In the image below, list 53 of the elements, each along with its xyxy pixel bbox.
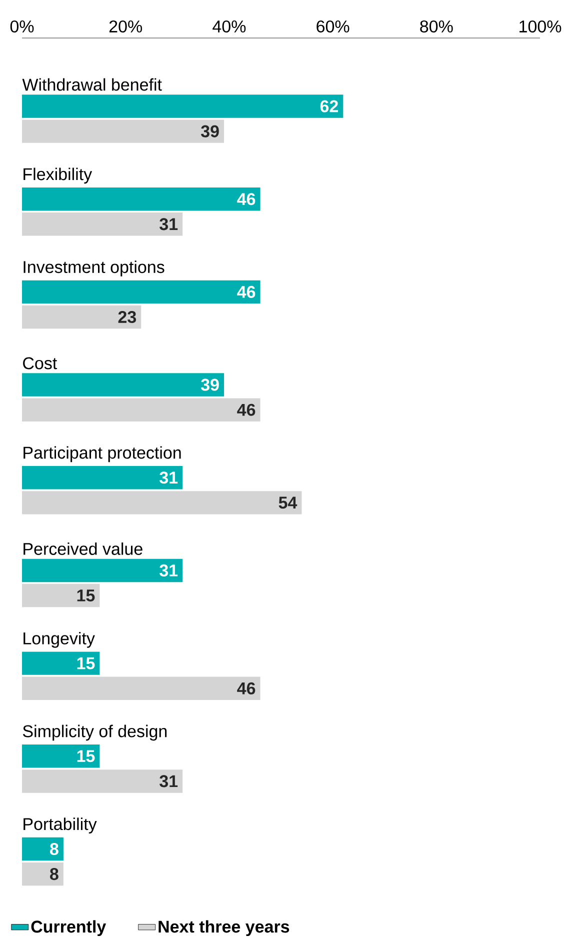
- y-tick-label: Longevity: [24, 632, 95, 648]
- bar: [22, 94, 344, 118]
- data-label: 39: [200, 125, 219, 138]
- bar: [22, 558, 183, 582]
- y-tick-label: Cost: [23, 357, 58, 370]
- x-tick-label: 40%: [212, 20, 246, 32]
- bar: [22, 652, 100, 675]
- y-tick-label: Simplicity of design: [22, 724, 167, 741]
- x-tick-label: 100%: [520, 20, 562, 32]
- bar: [22, 466, 183, 490]
- y-tick-label: Withdrawal benefit: [22, 78, 162, 91]
- bar: [22, 280, 260, 304]
- y-tick-label: Portability: [24, 818, 97, 834]
- x-tick-label: 0%: [10, 20, 34, 32]
- data-label: 46: [237, 193, 256, 206]
- y-tick-label: Perceived value: [24, 542, 142, 555]
- y-tick-label: Participant protection: [24, 446, 181, 462]
- bar: [22, 398, 260, 422]
- bar: [22, 187, 260, 211]
- bar: [22, 676, 260, 700]
- bar: [22, 120, 224, 143]
- y-tick-label: Flexibility: [24, 168, 92, 184]
- data-label: 46: [237, 286, 256, 298]
- bar: [22, 491, 302, 514]
- legend-label: Next three years: [158, 920, 290, 936]
- data-label: 46: [237, 682, 256, 694]
- data-label: 23: [118, 310, 136, 324]
- data-label: 46: [237, 404, 256, 416]
- data-label: 15: [77, 590, 95, 602]
- data-label: 31: [160, 564, 178, 576]
- x-tick-label: 80%: [420, 20, 453, 32]
- x-tick-label: 20%: [109, 20, 142, 32]
- legend-label: Currently: [31, 920, 106, 936]
- bar: [22, 862, 64, 886]
- data-label: 31: [160, 775, 178, 788]
- y-tick-label: Investment options: [24, 260, 164, 276]
- data-label: 39: [200, 378, 219, 391]
- x-tick-label: 60%: [316, 20, 350, 32]
- data-label: 15: [77, 657, 95, 670]
- bar: [22, 305, 142, 329]
- bar: [22, 373, 224, 396]
- data-label: 8: [50, 842, 58, 856]
- bar: [22, 770, 183, 793]
- data-label: 8: [50, 868, 58, 880]
- data-label: 62: [320, 100, 338, 112]
- bar: [22, 837, 64, 861]
- data-label: 54: [278, 496, 298, 509]
- data-label: 15: [77, 750, 95, 762]
- bar: [22, 744, 100, 768]
- data-label: 31: [160, 218, 178, 230]
- bar: [22, 584, 100, 608]
- data-label: 31: [160, 472, 178, 484]
- bar: [22, 212, 183, 236]
